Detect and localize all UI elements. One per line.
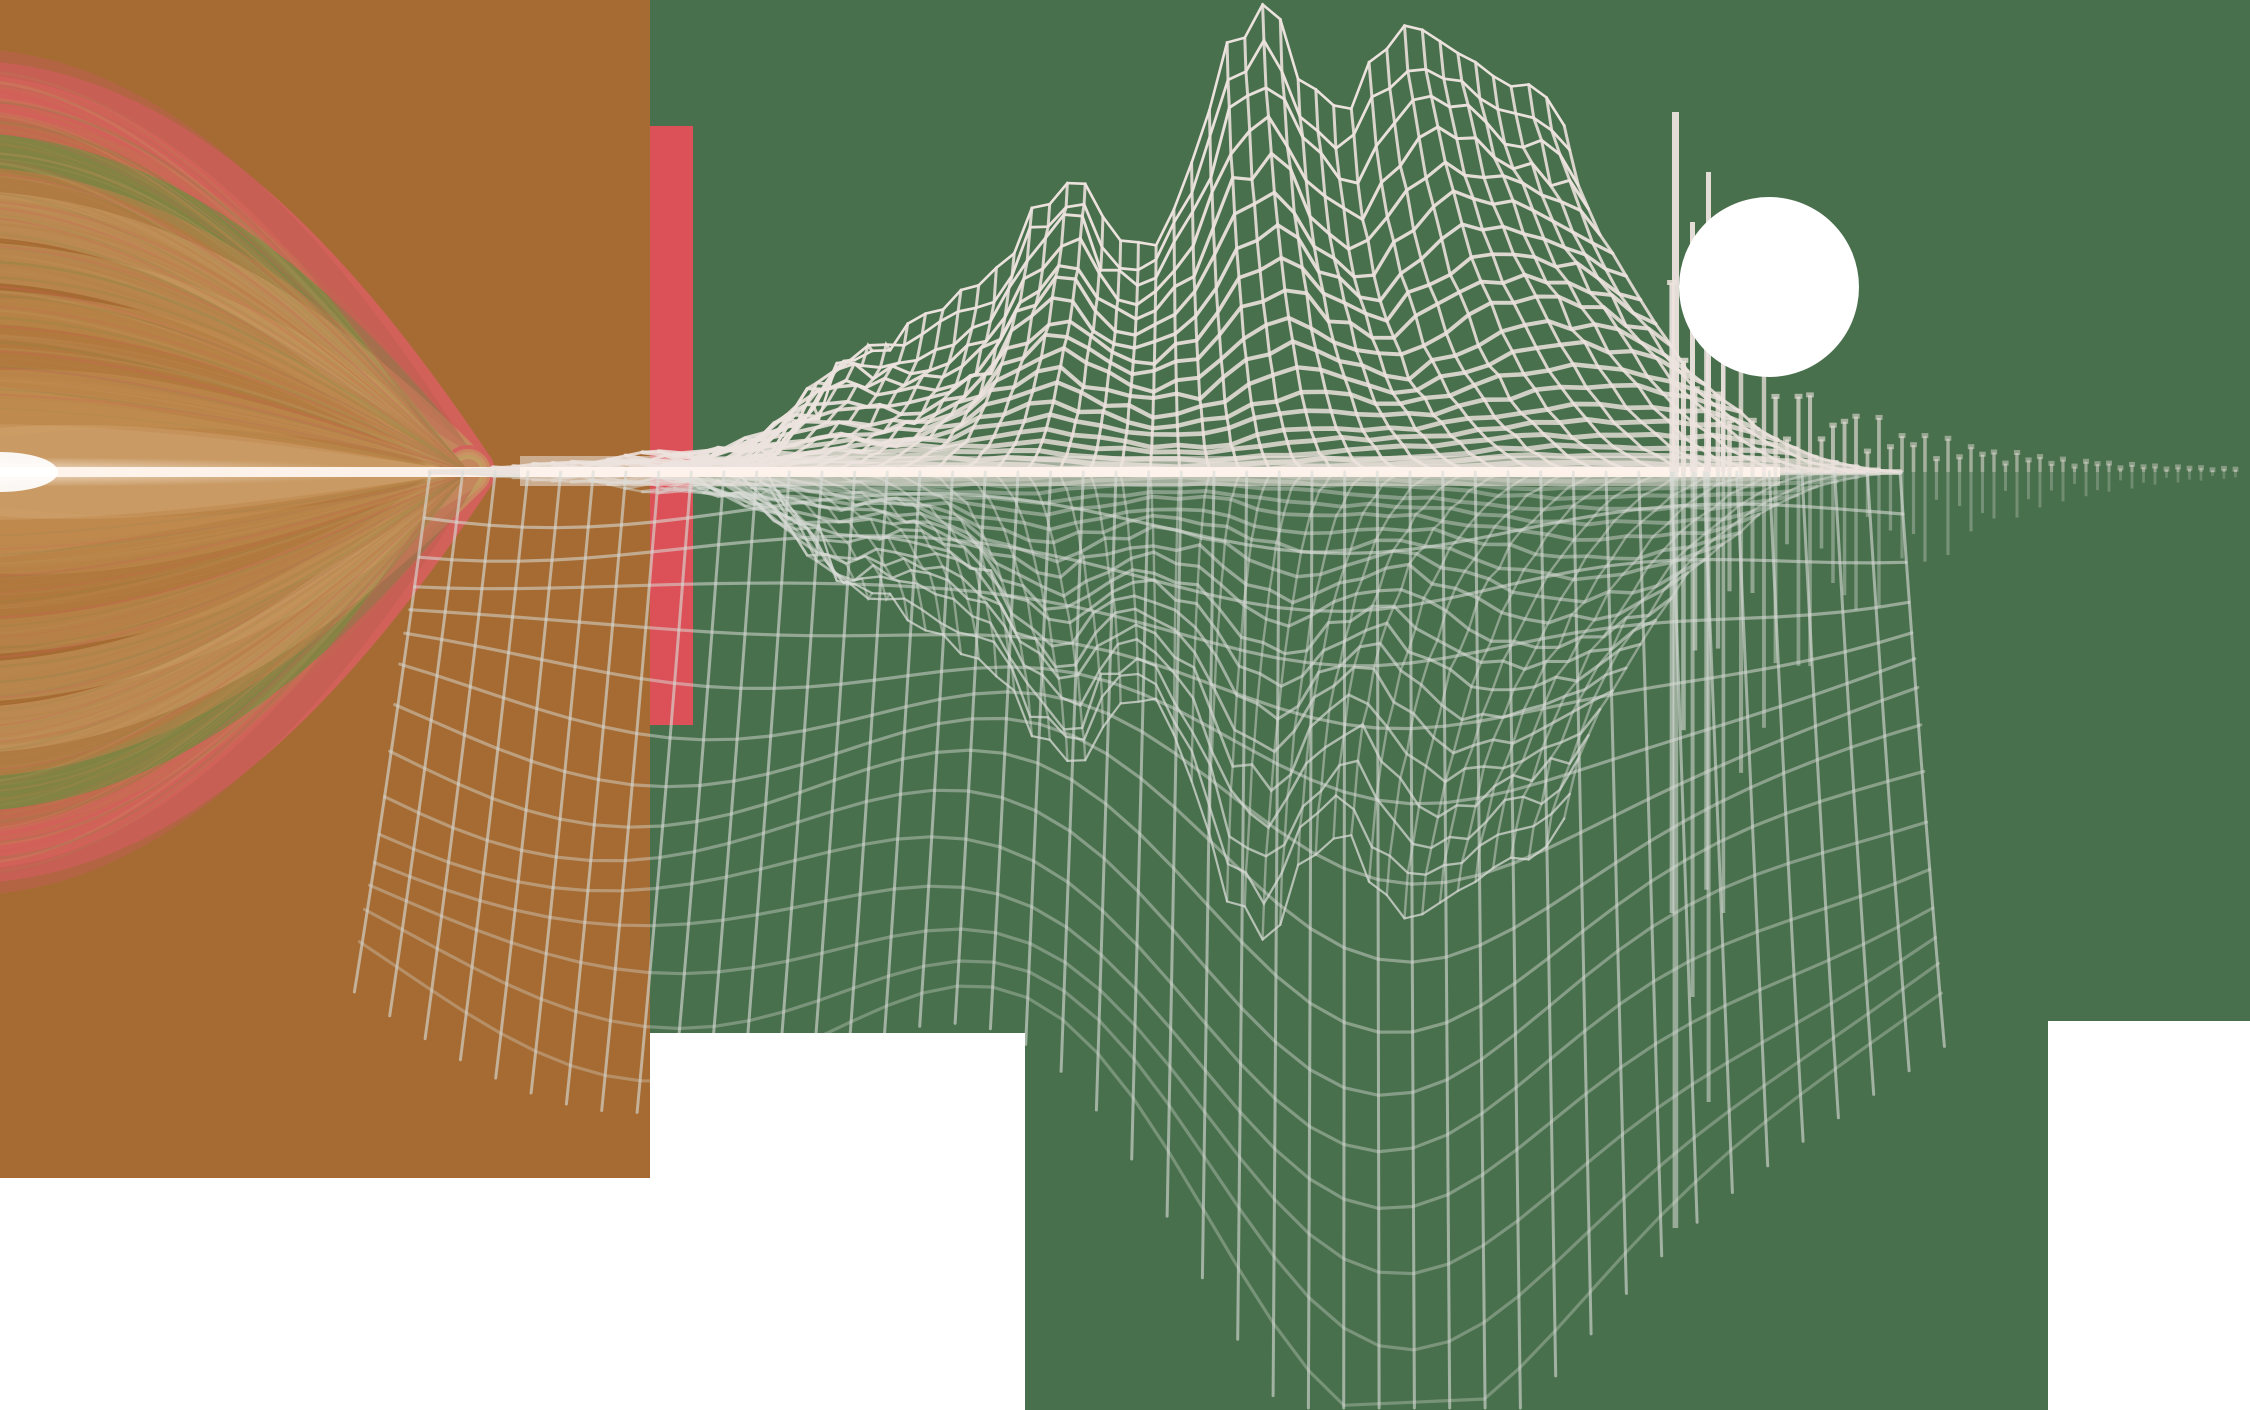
knockout-center (650, 1033, 1025, 1410)
knockout-left (0, 1178, 650, 1410)
sun-disc (1679, 197, 1859, 377)
artwork-canvas (0, 0, 2250, 1410)
knockout-right (2048, 1021, 2250, 1410)
